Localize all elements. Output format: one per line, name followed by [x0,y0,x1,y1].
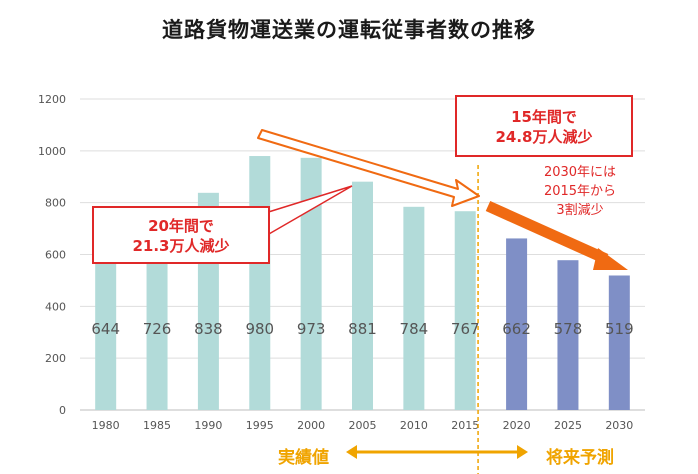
value-label-2000: 973 [297,320,326,338]
y-tick-label-200: 200 [45,352,66,365]
bar-1980 [95,243,117,410]
period-arrow-right-head [517,445,528,459]
bar-1995 [249,156,271,410]
x-tick-label-2000: 2000 [297,419,325,432]
bar-2025 [557,260,579,410]
value-labels: 644 726 838 980 973 881 784 767 662 578 519 [91,320,633,338]
x-tick-label-2015: 2015 [451,419,479,432]
value-label-2020: 662 [502,320,531,338]
trend-arrow-actual [257,129,480,207]
y-tick-label-1200: 1200 [38,93,66,106]
forecast-note-line2: 2015年から [543,184,617,199]
forecast-note: 2030年には 2015年から 3割減少 [525,163,635,220]
callout-20-years: 20年間で 21.3万人減少 [92,206,270,264]
x-tick-label-1990: 1990 [194,419,222,432]
chart-title: 道路貨物運送業の運転従事者数の推移 [162,18,536,42]
callout-right-line2: 24.8万人減少 [495,128,593,146]
period-arrow-left-head [346,445,357,459]
bar-2010 [403,206,425,410]
bar-1985 [146,221,168,410]
y-axis-ticks: 0 200 400 600 800 1000 1200 [38,93,66,417]
trend-arrow-forecast [485,200,609,265]
bar-2000 [300,157,322,410]
forecast-period-label: 将来予測 [546,448,614,468]
callout-15-years: 15年間で 24.8万人減少 [455,95,633,157]
y-tick-label-1000: 1000 [38,145,66,158]
x-tick-label-2005: 2005 [349,419,377,432]
x-tick-label-1980: 1980 [92,419,120,432]
bar-2030 [608,275,630,410]
bar-2005 [352,181,373,410]
value-label-1985: 726 [143,320,172,338]
value-label-2025: 578 [554,320,583,338]
forecast-note-line3: 3割減少 [556,203,604,218]
x-axis-ticks: 1980 1985 1990 1995 2000 2005 2010 2015 2020 2025… [92,419,634,432]
value-label-2015: 767 [451,320,480,338]
y-tick-label-600: 600 [45,249,66,262]
callout-right-line1: 15年間で [511,108,577,126]
callout-left-line1: 20年間で [148,217,214,235]
y-tick-label-400: 400 [45,300,66,313]
callout-left-line2: 21.3万人減少 [132,237,230,255]
y-tick-label-0: 0 [59,404,66,417]
x-tick-label-1985: 1985 [143,419,171,432]
y-tick-label-800: 800 [45,197,66,210]
actual-period-label: 実績値 [278,448,329,468]
forecast-note-line1: 2030年には [543,165,617,180]
bar-2015 [454,211,476,410]
value-label-1990: 838 [194,320,223,338]
bar-2020 [506,238,528,410]
value-label-2010: 784 [400,320,429,338]
trend-arrow-forecast-head [593,248,628,270]
x-tick-label-2020: 2020 [503,419,531,432]
annotation-arrows [257,129,628,474]
x-tick-label-2025: 2025 [554,419,582,432]
value-label-1995: 980 [245,320,274,338]
x-tick-label-1995: 1995 [246,419,274,432]
x-tick-label-2030: 2030 [605,419,633,432]
x-tick-label-2010: 2010 [400,419,428,432]
value-label-2030: 519 [605,320,634,338]
value-label-1980: 644 [91,320,120,338]
value-label-2005: 881 [348,320,377,338]
